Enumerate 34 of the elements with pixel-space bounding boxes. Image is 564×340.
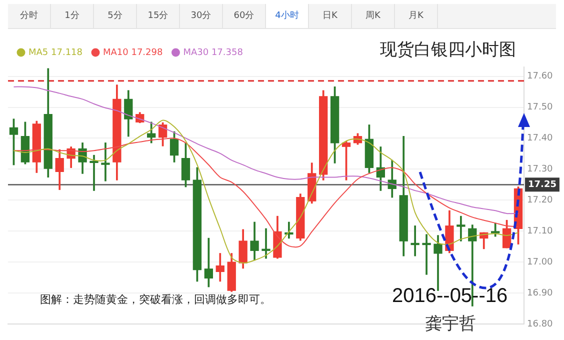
line-series xyxy=(13,120,519,264)
text: 4小时 xyxy=(266,4,309,28)
text: 日K xyxy=(309,4,352,28)
legend-label: MA5 17.118 xyxy=(28,48,83,58)
legend-label: MA30 17.358 xyxy=(183,48,244,58)
y-tick-label: 17.30 xyxy=(527,164,554,175)
y-tick-label: 17.60 xyxy=(527,72,554,82)
annotation: 龚宇哲 xyxy=(425,313,476,335)
text: 5分 xyxy=(94,4,137,28)
y-tick-label: 16.80 xyxy=(527,319,554,330)
line-series xyxy=(13,86,519,214)
y-tick-label: 17.00 xyxy=(527,257,554,268)
candlestick xyxy=(410,226,420,256)
candlestick xyxy=(262,228,270,259)
text: 30分 xyxy=(180,4,223,28)
y-tick-label: 17.10 xyxy=(527,226,554,236)
text: 分时 xyxy=(8,4,51,28)
text: 60分 xyxy=(223,4,266,28)
annotation: 图解：走势随黄金，突破看涨，回调做多即可。 xyxy=(40,292,271,307)
ref-line-label: 17.25 xyxy=(528,180,556,190)
y-tick-label: 17.50 xyxy=(527,102,554,113)
candlestick xyxy=(90,154,98,191)
chart-title: 现货白银四小时图 xyxy=(380,40,516,60)
candlestick xyxy=(422,234,431,275)
text: 周K xyxy=(352,4,395,28)
legend-label: MA10 17.298 xyxy=(103,48,163,58)
candlestick xyxy=(101,142,110,182)
text: 15分 xyxy=(137,4,180,28)
y-tick-label: 16.90 xyxy=(527,288,554,298)
text: 月K xyxy=(395,4,438,28)
y-tick-label: 17.20 xyxy=(527,195,554,206)
y-tick-label: 17.40 xyxy=(527,134,554,144)
text: 1分 xyxy=(51,4,94,28)
candlestick xyxy=(456,216,466,242)
